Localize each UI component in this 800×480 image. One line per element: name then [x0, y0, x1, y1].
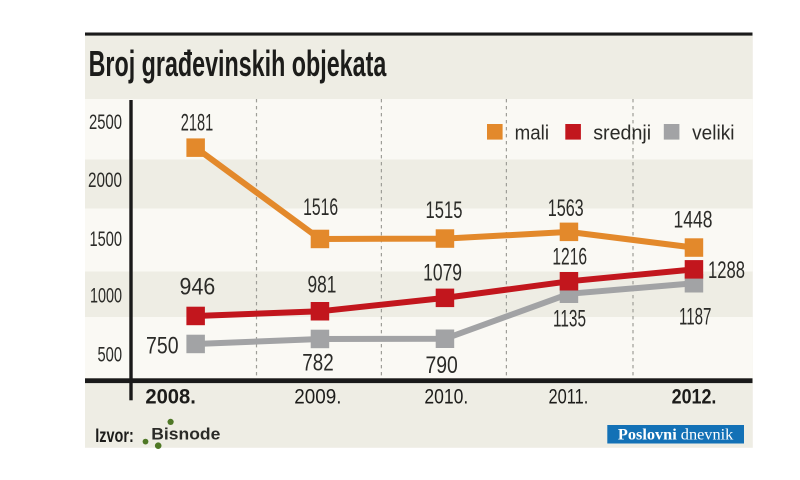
svg-text:1515: 1515	[426, 197, 463, 224]
svg-text:750: 750	[146, 333, 179, 360]
svg-text:1288: 1288	[708, 257, 745, 284]
svg-text:srednji: srednji	[593, 123, 651, 145]
svg-text:500: 500	[98, 343, 123, 367]
svg-text:Poslovni dnevnik: Poslovni dnevnik	[618, 425, 734, 444]
svg-text:1500: 1500	[90, 227, 123, 251]
svg-text:Izvor:: Izvor:	[95, 425, 134, 447]
svg-text:946: 946	[180, 274, 216, 301]
svg-text:782: 782	[302, 349, 333, 376]
svg-text:1135: 1135	[553, 306, 586, 333]
svg-text:veliki: veliki	[692, 123, 734, 145]
svg-text:Bisnode: Bisnode	[151, 425, 220, 444]
svg-text:2010.: 2010.	[424, 386, 468, 409]
svg-text:1000: 1000	[90, 284, 122, 308]
svg-text:1216: 1216	[552, 243, 587, 270]
svg-text:2000: 2000	[88, 168, 122, 192]
svg-text:2011.: 2011.	[549, 386, 589, 409]
svg-text:1187: 1187	[679, 304, 712, 331]
svg-text:2009.: 2009.	[294, 386, 341, 409]
svg-text:1079: 1079	[423, 259, 462, 286]
svg-text:mali: mali	[515, 123, 549, 145]
svg-text:1516: 1516	[303, 194, 338, 221]
svg-text:Broj građevinskih objekata: Broj građevinskih objekata	[89, 43, 387, 84]
svg-text:2500: 2500	[89, 110, 122, 134]
svg-text:2012.: 2012.	[672, 386, 717, 409]
svg-text:2008.: 2008.	[145, 386, 196, 409]
svg-text:1563: 1563	[548, 195, 584, 222]
svg-text:1448: 1448	[674, 206, 713, 233]
svg-text:981: 981	[308, 272, 337, 299]
svg-text:2181: 2181	[181, 109, 213, 136]
svg-text:790: 790	[425, 352, 457, 379]
